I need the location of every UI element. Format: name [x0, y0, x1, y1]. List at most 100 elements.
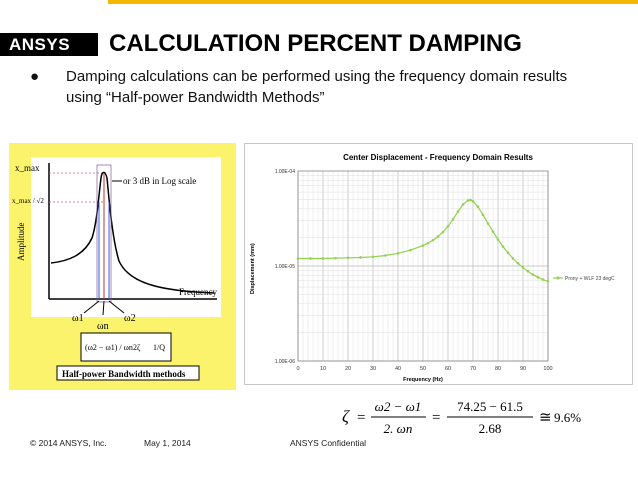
logo-text: ANSYS	[9, 35, 71, 54]
half-power-bandwidth-figure: x_max x_max / √2 Amplitude Frequency or …	[9, 143, 236, 390]
label-omega2: ω2	[124, 313, 136, 324]
footer-confidential: ANSYS Confidential	[290, 438, 367, 448]
bullet-marker: ●	[30, 68, 40, 85]
ansys-logo: ANSYS	[0, 33, 98, 56]
series-point	[436, 235, 440, 238]
footer-copyright: © 2014 ANSYS, Inc.	[30, 438, 107, 448]
sketch-caption: Half-power Bandwidth methods	[62, 369, 186, 379]
series-point	[441, 230, 445, 234]
chart-ticks: 0 10 20 30 40 50 60 70 80 90 100 1.00E-04 1.00E-05 1.…	[275, 169, 553, 372]
series-point	[426, 241, 430, 245]
series-point	[384, 254, 387, 257]
formula-equals-1: =	[357, 410, 365, 426]
eq-bandwidth-ratio: (ω2 − ω1) / ωn	[85, 343, 133, 352]
eq-inverse-q: 1/Q	[153, 343, 165, 352]
x-tick-label: 90	[520, 366, 526, 372]
label-omegan: ωn	[97, 321, 109, 332]
series-point	[451, 218, 455, 221]
series-point	[496, 238, 500, 241]
series-point	[371, 255, 375, 259]
header-accent-line	[108, 0, 638, 4]
sketch-w1-arrow	[83, 300, 100, 314]
series-point	[521, 266, 525, 269]
y-tick-label: 1.00E-06	[275, 359, 296, 365]
legend-marker	[556, 276, 560, 280]
series-point	[346, 256, 350, 260]
series-point	[396, 252, 400, 255]
x-tick-label: 0	[296, 366, 299, 372]
frequency-chart-panel: Center Displacement - Frequency Domain R…	[244, 143, 633, 385]
sketch-caption-box	[56, 365, 200, 381]
series-point	[321, 257, 325, 260]
chart-x-label: Frequency (Hz)	[403, 377, 443, 383]
formula-zeta: ζ	[342, 407, 350, 426]
chart-title: Center Displacement - Frequency Domain R…	[343, 153, 533, 162]
series-point	[469, 198, 472, 202]
series-point	[471, 199, 475, 203]
x-tick-label: 20	[345, 366, 351, 372]
formula-equals-2: =	[432, 410, 440, 426]
series-point	[461, 203, 465, 206]
x-tick-label: 70	[470, 366, 476, 372]
label-amplitude: Amplitude	[16, 222, 26, 261]
damping-formula: ζ = ω2 − ω1 2. ωn = 74.25 − 61.5 2.68 ≅ …	[340, 395, 595, 439]
formula-result: 9.6%	[554, 410, 581, 425]
sketch-response-curve	[50, 171, 215, 294]
series-point	[466, 199, 470, 202]
x-tick-label: 60	[445, 366, 451, 372]
sketch-background	[31, 157, 221, 317]
formula-numerator-2: 74.25 − 61.5	[457, 399, 523, 414]
series-point	[546, 280, 550, 283]
series-point	[486, 222, 490, 225]
series-point	[334, 256, 337, 260]
label-frequency: Frequency	[179, 287, 217, 297]
series-point	[296, 257, 300, 260]
x-tick-label: 40	[395, 366, 401, 372]
series-point	[511, 257, 515, 260]
page-title: CALCULATION PERCENT DAMPING	[109, 30, 522, 57]
half-power-sketch: x_max x_max / √2 Amplitude Frequency or …	[12, 157, 221, 381]
series-points	[296, 198, 550, 283]
series-point	[526, 269, 530, 273]
y-tick-label: 1.00E-04	[275, 169, 296, 175]
chart-y-label: Displacement (mm)	[250, 243, 256, 294]
legend-label: Prony + WLF 23 degC	[565, 276, 615, 282]
series-point	[456, 210, 460, 213]
formula-approx: ≅	[539, 410, 552, 426]
chart-grid	[297, 171, 549, 362]
formula-numerator-1: ω2 − ω1	[375, 399, 422, 414]
series-point	[481, 213, 485, 217]
x-tick-label: 100	[543, 366, 552, 372]
formula-denominator-2: 2.68	[479, 421, 502, 436]
sketch-wn-arrow	[102, 300, 105, 316]
x-tick-label: 50	[420, 366, 426, 372]
series-point	[431, 238, 435, 242]
sketch-w2-arrow	[108, 300, 125, 314]
series-point	[476, 205, 480, 209]
series-point	[491, 230, 495, 233]
formula-svg: ζ = ω2 − ω1 2. ωn = 74.25 − 61.5 2.68 ≅ …	[342, 399, 581, 436]
label-xmax-sqrt2: x_max / √2	[12, 197, 44, 205]
footer-date: May 1, 2014	[144, 438, 191, 448]
series-point	[531, 273, 535, 276]
series-point	[506, 251, 510, 255]
series-point	[501, 245, 505, 248]
y-tick-label: 1.00E-05	[275, 264, 296, 270]
series-point	[359, 256, 362, 259]
plot-frame	[297, 170, 549, 362]
series-point	[541, 278, 545, 281]
x-tick-label: 30	[370, 366, 376, 372]
eq-two-zeta: 2ζ	[133, 343, 141, 352]
series-point	[309, 257, 312, 260]
label-db-note: or 3 dB in Log scale	[123, 176, 196, 186]
frequency-chart: Center Displacement - Frequency Domain R…	[250, 153, 615, 383]
x-tick-label: 10	[320, 366, 326, 372]
sketch-equation-box	[80, 332, 172, 362]
x-tick-label: 80	[495, 366, 501, 372]
label-omega1: ω1	[72, 313, 84, 324]
series-point	[446, 224, 450, 228]
formula-denominator-1: 2. ωn	[384, 421, 413, 436]
series-point	[516, 261, 520, 265]
series-point	[409, 248, 412, 252]
series-point	[421, 244, 425, 247]
